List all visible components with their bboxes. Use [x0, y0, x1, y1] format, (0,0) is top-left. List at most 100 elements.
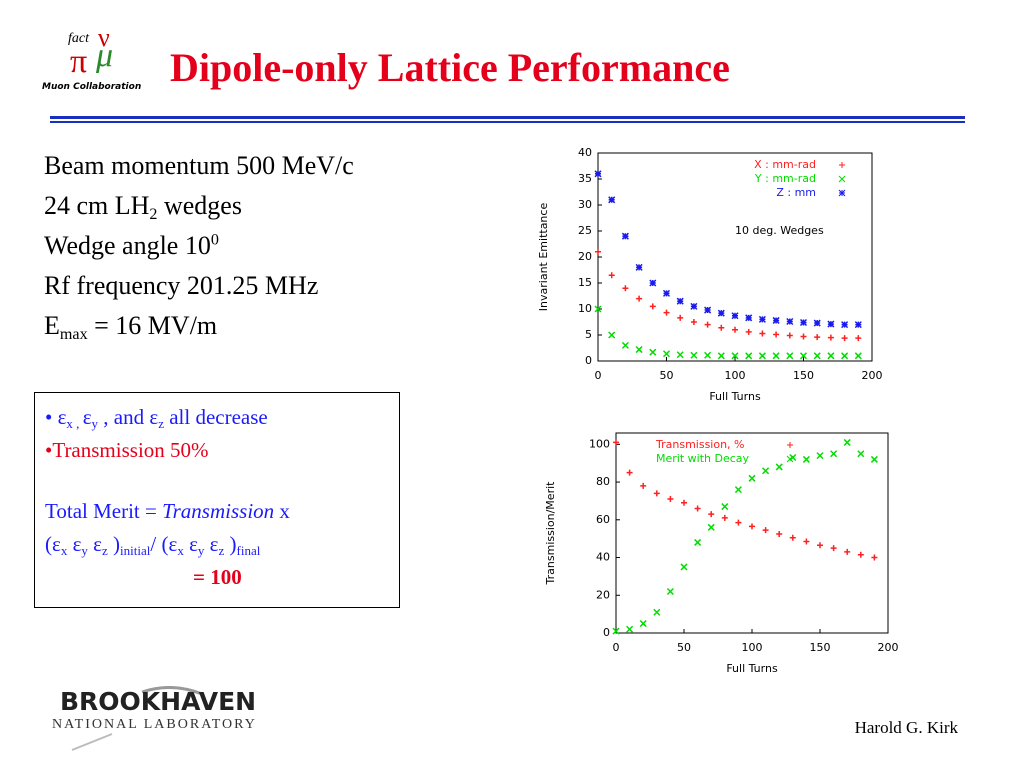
data-point: [608, 272, 615, 279]
data-point: [666, 587, 674, 596]
data-point: [721, 514, 728, 521]
rule: [50, 116, 965, 119]
logo-pi: π: [70, 43, 87, 80]
data-point: [827, 352, 835, 360]
data-point: [662, 289, 671, 297]
data-point: [732, 326, 738, 333]
text-line: Rf frequency 201.25 MHz: [44, 266, 354, 306]
legend-label: X : mm-rad: [754, 158, 816, 171]
text-line: Wedge angle 100: [44, 226, 354, 266]
data-point: [854, 321, 862, 329]
logo-caption: Muon Collaboration: [42, 82, 141, 92]
data-point: [676, 297, 684, 305]
logo-swoosh: [141, 686, 203, 696]
logo: fact π μ ν Muon Collaboration: [42, 24, 141, 92]
x-axis-label: Full Turns: [709, 390, 761, 403]
data-point: [594, 305, 602, 313]
text-segment: Transmission: [162, 499, 275, 523]
legend-marker: [787, 442, 793, 448]
data-point: [758, 352, 766, 360]
data-point: [745, 314, 753, 322]
parameter-list: Beam momentum 500 MeV/c 24 cm LH2 wedges W…: [44, 146, 354, 346]
data-point: [735, 519, 742, 526]
data-point: [802, 455, 810, 463]
data-point: [640, 482, 647, 489]
data-point: [813, 319, 821, 327]
text-segment: z: [102, 542, 108, 558]
text-segment: / (ε: [150, 532, 178, 556]
x-tick-label: 50: [677, 641, 691, 654]
data-point: [681, 499, 687, 506]
data-point: [772, 316, 780, 324]
lab-subtitle: NATIONAL LABORATORY: [52, 717, 257, 732]
data-point: [857, 551, 864, 558]
text-line: = 100: [45, 561, 399, 594]
data-point: [718, 324, 725, 331]
data-point: [773, 331, 780, 338]
data-point: [745, 352, 753, 360]
y-tick-label: 25: [578, 224, 592, 237]
y-tick-label: 0: [603, 626, 610, 639]
text-segment: y: [91, 415, 99, 431]
logo-swoosh: [71, 733, 113, 751]
legend-label: Z : mm: [776, 186, 816, 199]
y-axis-label: Invariant Emittance: [537, 203, 550, 312]
x-tick-label: 150: [810, 641, 831, 654]
y-axis-label: Transmission/Merit: [544, 481, 557, 586]
data-point: [612, 627, 620, 635]
data-point: [830, 450, 838, 458]
text-segment: • ε: [45, 405, 67, 429]
data-point: [854, 352, 862, 360]
legend-label: Transmission, %: [655, 438, 745, 451]
text-segment: ε: [67, 532, 82, 556]
y-tick-label: 40: [596, 551, 610, 564]
text-segment: ): [107, 532, 121, 556]
y-tick-label: 30: [578, 198, 592, 211]
data-point: [717, 352, 725, 360]
x-tick-label: 200: [862, 369, 883, 382]
y-tick-label: 0: [585, 354, 592, 367]
text-segment: •Transmission 50%: [45, 438, 209, 462]
y-tick-label: 10: [578, 302, 592, 315]
summary-box: • εx , εy , and εz all decrease •Transmis…: [34, 392, 400, 608]
text-segment: wedges: [157, 191, 242, 220]
y-tick-label: 20: [596, 588, 610, 601]
data-point: [786, 317, 794, 326]
y-tick-label: 60: [596, 513, 610, 526]
x-tick-label: 100: [725, 369, 746, 382]
y-tick-label: 20: [578, 250, 592, 263]
data-point: [677, 314, 684, 321]
legend-label: Merit with Decay: [656, 452, 750, 465]
data-point: [704, 306, 712, 314]
data-point: [857, 450, 865, 458]
text-segment: 24 cm LH: [44, 191, 150, 220]
data-point: [708, 511, 715, 518]
text-segment: max: [59, 325, 88, 343]
text-line: 24 cm LH2 wedges: [44, 186, 354, 226]
text-segment: Wedge angle 10: [44, 231, 211, 260]
text-segment: x: [274, 499, 290, 523]
text-segment: Total Merit =: [45, 499, 163, 523]
y-tick-label: 35: [578, 172, 592, 185]
chart: 0 50 100 150 200 0 20 40 60 80 100 Full Turns Transm…: [544, 432, 899, 675]
data-point: [649, 348, 657, 356]
text-line: (εx εy εz )initial/ (εx εy εz )final: [45, 528, 399, 561]
data-point: [800, 333, 807, 340]
x-tick-label: 100: [742, 641, 763, 654]
data-point: [721, 503, 729, 511]
x-axis-label: Full Turns: [726, 662, 778, 675]
y-tick-label: 15: [578, 276, 592, 289]
data-point: [816, 452, 824, 460]
data-point: [830, 545, 837, 552]
data-point: [649, 303, 656, 310]
text-segment: final: [236, 542, 261, 558]
data-point: [786, 352, 794, 360]
text-segment: ε: [183, 532, 198, 556]
text-line: Total Merit = Transmission x: [45, 495, 399, 528]
data-point: [814, 334, 821, 341]
logo-text: fact: [68, 31, 90, 46]
data-point: [758, 315, 766, 323]
y-tick-label: 5: [585, 328, 592, 341]
data-point: [817, 542, 823, 549]
x-tick-label: 0: [613, 641, 620, 654]
